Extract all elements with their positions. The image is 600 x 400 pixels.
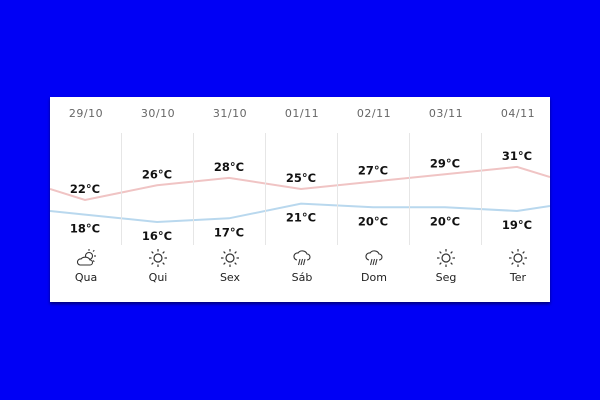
forecast-day[interactable]: Dom (338, 248, 410, 284)
forecast-day[interactable]: Qua (50, 248, 122, 284)
day-name: Qui (148, 271, 168, 284)
sun-icon (509, 249, 527, 267)
column-divider (337, 133, 338, 245)
high-temperature-label: 29°C (430, 156, 460, 170)
column-divider (409, 133, 410, 245)
temperature-chart: 22°C 18°C 26°C 16°C 28°C 17°C 25°C 21°C 27°C 20°C… (50, 149, 550, 243)
low-temperature-label: 20°C (430, 214, 460, 228)
low-temperature-label: 21°C (286, 211, 316, 225)
forecast-day[interactable]: Ter (482, 248, 554, 284)
rain-cloud-icon (293, 250, 311, 266)
day-name: Seg (435, 271, 457, 284)
day-name: Ter (509, 271, 527, 284)
high-temperature-line (50, 165, 550, 201)
high-temperature-label: 26°C (142, 167, 172, 181)
forecast-day[interactable]: Seg (410, 248, 482, 284)
low-temperature-label: 18°C (70, 222, 100, 236)
low-temperature-label: 16°C (142, 229, 172, 243)
high-temperature-label: 31°C (502, 149, 532, 163)
low-temperature-label: 20°C (358, 214, 388, 228)
forecast-day[interactable]: Qui (122, 248, 194, 284)
forecast-date: 04/11 (500, 107, 536, 120)
sun-icon (437, 249, 455, 267)
low-temperature-label: 17°C (214, 225, 244, 239)
high-temperature-label: 25°C (286, 171, 316, 185)
forecast-date: 31/10 (212, 107, 248, 120)
sun-icon (221, 249, 239, 267)
rain-cloud-icon (365, 250, 383, 266)
column-divider (481, 133, 482, 245)
forecast-day[interactable]: Sáb (266, 248, 338, 284)
day-name: Dom (361, 271, 387, 284)
day-name: Qua (74, 271, 98, 284)
forecast-date: 30/10 (140, 107, 176, 120)
column-divider (121, 133, 122, 245)
low-temperature-line (50, 202, 550, 223)
forecast-day[interactable]: Sex (194, 248, 266, 284)
column-divider (265, 133, 266, 245)
high-temperature-label: 27°C (358, 164, 388, 178)
sun-icon (149, 249, 167, 267)
forecast-date: 01/11 (284, 107, 320, 120)
weather-forecast-card: 22°C 18°C 26°C 16°C 28°C 17°C 25°C 21°C 27°C 20°C… (50, 97, 550, 302)
day-name: Sex (219, 271, 241, 284)
high-temperature-label: 22°C (70, 182, 100, 196)
forecast-date: 02/11 (356, 107, 392, 120)
partly-cloudy-icon (76, 249, 96, 266)
forecast-date: 29/10 (68, 107, 104, 120)
day-name: Sáb (291, 271, 313, 284)
low-temperature-label: 19°C (502, 218, 532, 232)
high-temperature-label: 28°C (214, 160, 244, 174)
forecast-date: 03/11 (428, 107, 464, 120)
column-divider (193, 133, 194, 245)
